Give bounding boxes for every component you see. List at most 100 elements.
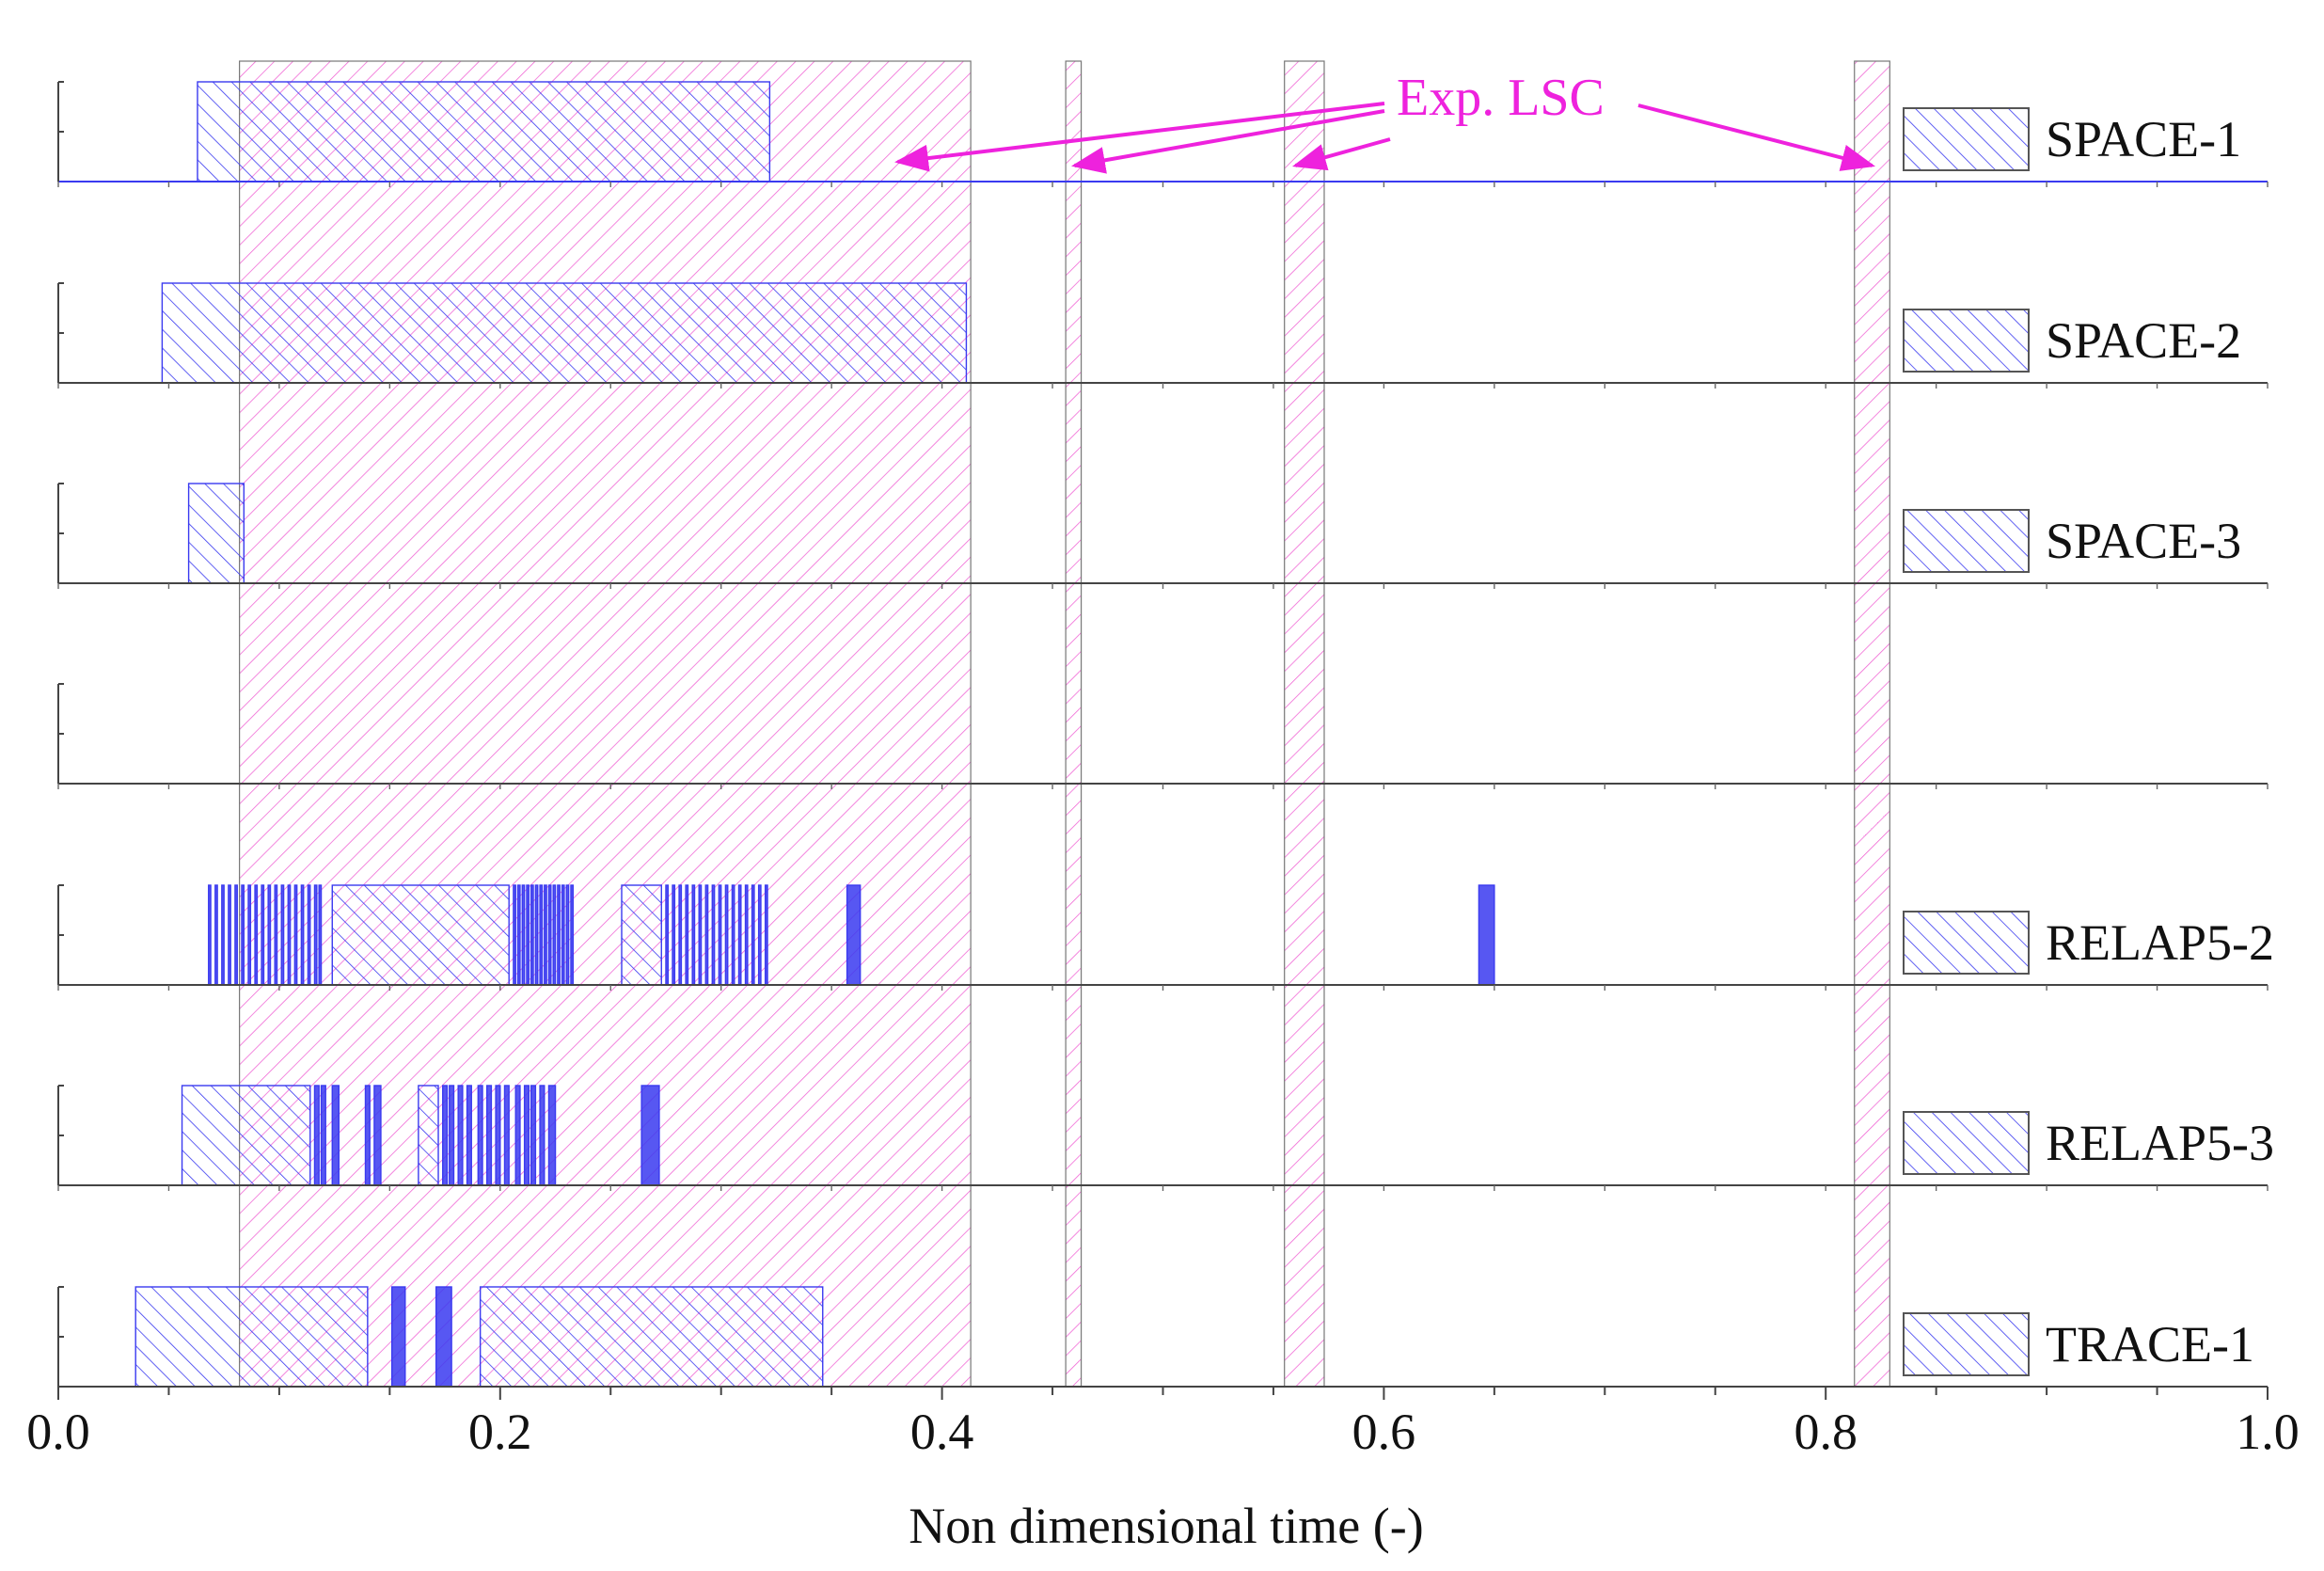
lsc-bar: [547, 884, 552, 986]
exp-lsc-annotation: Exp. LSC: [894, 69, 1876, 174]
lsc-bar: [495, 1085, 501, 1186]
lsc-bar: [197, 81, 771, 182]
lsc-bar: [530, 884, 534, 986]
lsc-bar: [691, 884, 696, 986]
code-series-layer: [134, 81, 1495, 1388]
exp-lsc-band: [1284, 60, 1325, 1388]
lsc-bar: [318, 884, 323, 986]
lsc-bar: [364, 1085, 371, 1186]
x-tick-label: 0.8: [1794, 1404, 1858, 1460]
lsc-bar: [678, 884, 683, 986]
lsc-bar: [466, 1085, 472, 1186]
lsc-bar: [744, 884, 749, 986]
lsc-bar: [300, 884, 305, 986]
lsc-bar: [161, 282, 968, 384]
legend-label: SPACE-2: [2046, 312, 2241, 369]
lsc-bar: [287, 884, 292, 986]
lsc-bar: [621, 884, 662, 986]
legend-swatch: [1903, 911, 2030, 975]
lsc-bar: [711, 884, 716, 986]
lsc-bar: [665, 884, 670, 986]
lsc-bar: [331, 1085, 340, 1186]
axes-layer: 0.0 0.2 0.4 0.6 0.8 1.0: [26, 81, 2300, 1460]
lsc-bar: [274, 884, 278, 986]
lsc-bar: [457, 1085, 464, 1186]
lsc-bar: [514, 1085, 521, 1186]
legend-swatch: [1903, 509, 2030, 573]
x-tick-label: 0.2: [468, 1404, 532, 1460]
exp-lsc-band: [1854, 60, 1890, 1388]
x-tick-label: 1.0: [2236, 1404, 2300, 1460]
lsc-bar: [530, 1085, 537, 1186]
legend-swatch: [1903, 309, 2030, 373]
lsc-bar: [479, 1286, 824, 1388]
lsc-bar: [313, 884, 318, 986]
lsc-bar: [539, 884, 544, 986]
lsc-bar: [331, 884, 510, 986]
lsc-bar: [435, 1286, 452, 1388]
lsc-bar: [698, 884, 703, 986]
lsc-bar: [534, 884, 539, 986]
exp-lsc-arrow: [1637, 103, 1876, 171]
lsc-bar: [247, 884, 252, 986]
exp-lsc-band: [239, 60, 972, 1388]
exp-lsc-arrow: [1291, 137, 1391, 171]
lsc-bar: [552, 884, 557, 986]
lsc-bar: [320, 1085, 326, 1186]
lsc-bar: [565, 884, 570, 986]
lsc-bar: [539, 1085, 545, 1186]
lsc-bar: [313, 1085, 320, 1186]
lsc-bar: [293, 884, 298, 986]
lsc-bar: [486, 1085, 493, 1186]
lsc-bar: [731, 884, 735, 986]
lsc-bar: [523, 1085, 530, 1186]
lsc-bar: [764, 884, 768, 986]
lsc-bar: [724, 884, 729, 986]
legend-label: SPACE-3: [2046, 513, 2241, 569]
lsc-bar: [390, 1286, 406, 1388]
legend-label: RELAP5-3: [2046, 1115, 2274, 1171]
lsc-bar: [561, 884, 565, 986]
lsc-bar: [570, 884, 575, 986]
lsc-bar: [704, 884, 709, 986]
lsc-bar: [214, 884, 218, 986]
lsc-bar: [477, 1085, 483, 1186]
lsc-bar: [241, 884, 245, 986]
exp-lsc-arrow: [1070, 109, 1385, 174]
lsc-bar: [261, 884, 265, 986]
lsc-bar: [373, 1085, 382, 1186]
experimental-lsc-layer: [239, 60, 1890, 1388]
lsc-bar: [234, 884, 238, 986]
lsc-bar: [685, 884, 689, 986]
lsc-bar: [640, 1085, 660, 1186]
exp-lsc-band: [1065, 60, 1083, 1388]
lsc-bar: [547, 1085, 557, 1186]
x-tick-label: 0.4: [910, 1404, 974, 1460]
lsc-bar: [449, 1085, 455, 1186]
lsc-bar: [267, 884, 272, 986]
lsc-bar: [418, 1085, 439, 1186]
lsc-bar: [208, 884, 212, 986]
lsc-bar: [751, 884, 755, 986]
lsc-bar: [757, 884, 762, 986]
legend-swatch: [1903, 107, 2030, 171]
exp-lsc-label: Exp. LSC: [1397, 69, 1605, 127]
lsc-bar: [280, 884, 285, 986]
x-tick-label: 0.0: [26, 1404, 90, 1460]
lsc-bar: [544, 884, 547, 986]
lsc-bar: [307, 884, 311, 986]
lsc-bar: [513, 884, 516, 986]
lsc-bar: [737, 884, 742, 986]
lsc-bar: [221, 884, 225, 986]
x-axis-title: Non dimensional time (-): [909, 1498, 1423, 1554]
lsc-bar: [718, 884, 722, 986]
lsc-bar: [254, 884, 259, 986]
lsc-bar: [187, 483, 245, 584]
lsc-bar: [503, 1085, 510, 1186]
lsc-bar: [228, 884, 231, 986]
lsc-bar: [846, 884, 862, 986]
exp-lsc-arrow: [894, 102, 1385, 172]
lsc-bar: [526, 884, 530, 986]
legend: SPACE-1 SPACE-2 SPACE-3 RELAP5-2 RELAP5-3 TRA…: [1903, 107, 2274, 1376]
